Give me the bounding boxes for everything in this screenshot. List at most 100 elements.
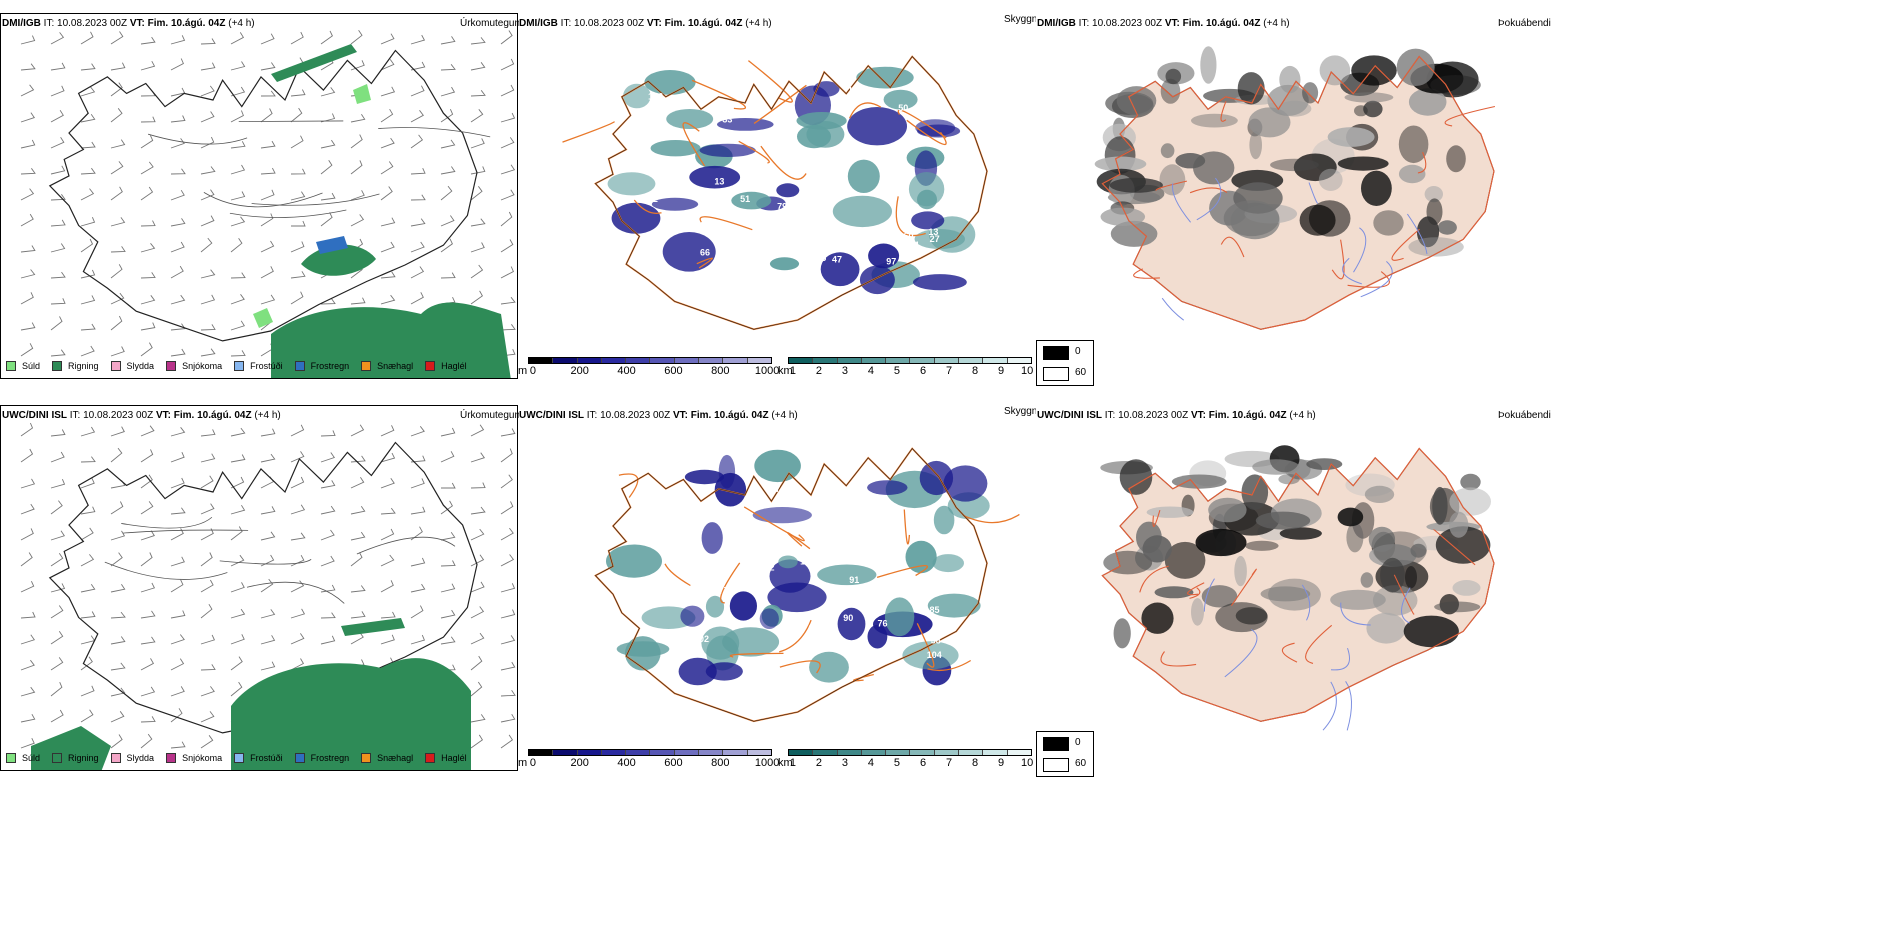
wind-barb: [110, 264, 123, 279]
road: [664, 563, 691, 587]
wind-barb: [200, 711, 215, 723]
wind-barb: [170, 579, 184, 593]
wind-barb: [200, 215, 215, 227]
wind-barb: [440, 451, 455, 463]
wind-barb: [350, 611, 366, 619]
wind-barb: [290, 580, 305, 593]
wind-barb: [140, 449, 154, 463]
fog-swatch-dark: [1043, 346, 1069, 360]
wind-barb: [290, 89, 306, 97]
wind-barb: [470, 424, 485, 437]
wind-barb: [110, 687, 126, 697]
road: [1305, 624, 1333, 664]
wind-barb: [50, 657, 64, 671]
fog-index-patch: [1191, 598, 1204, 626]
visibility-label: 112: [760, 563, 775, 573]
fog-index-patch: [1435, 526, 1491, 564]
low-cloud-patch: [943, 465, 988, 502]
legend-swatch: [52, 361, 63, 371]
wind-barb: [290, 135, 304, 149]
wind-barb: [200, 294, 216, 305]
wind-barb: [80, 583, 96, 593]
fog-index-patch: [1398, 125, 1429, 164]
fog-index-patch: [1119, 459, 1153, 495]
legend-label: Frostregn: [310, 753, 350, 763]
legend-label: Haglél: [441, 753, 467, 763]
wind-barb: [260, 294, 276, 305]
wind-barb: [500, 296, 516, 305]
wind-barb: [170, 427, 186, 437]
precip-panel-row2: [0, 405, 518, 771]
wind-barb: [410, 168, 426, 175]
wind-barb: [50, 500, 63, 515]
wind-barb: [80, 685, 95, 697]
wind-barb: [350, 160, 363, 175]
cloud-scale-row1: 1 2 3 4 5 6 7 8 9 10 km: [778, 357, 1033, 378]
wind-barb: [500, 713, 516, 723]
legend-swatch: [361, 361, 372, 371]
height-scale-row1: 0 200 400 600 800 1000 m: [518, 357, 779, 378]
scale-tick: 8: [972, 757, 979, 769]
wind-barb: [350, 297, 366, 305]
wind-barb: [350, 190, 365, 201]
road: [760, 145, 807, 180]
fog-index-patch: [1460, 473, 1481, 491]
wind-barb: [200, 579, 214, 593]
fog-index-patch: [1270, 158, 1319, 172]
wind-barb: [290, 554, 305, 567]
scale-tick: 5: [893, 757, 901, 769]
wind-barb: [170, 294, 186, 305]
low-cloud-patch: [911, 211, 945, 230]
legend-swatch: [361, 753, 372, 763]
road: [779, 619, 812, 653]
road: [1391, 228, 1420, 261]
legend-item-rigning: Rigning: [52, 753, 99, 763]
wind-barb: [110, 583, 126, 593]
wind-barb: [80, 554, 95, 567]
wind-barb: [50, 298, 66, 305]
wind-barb: [50, 605, 64, 619]
road: [1152, 509, 1161, 527]
visibility-label: 97: [741, 209, 751, 219]
scale-tick: 7: [945, 365, 953, 377]
cloud-panel-row2: 62 76 113 91 116 58 101 85 90 65 98 98 81 92 112 77 90 48…: [519, 405, 1034, 771]
low-cloud-patch: [919, 460, 954, 496]
fog-index-patch: [1372, 585, 1418, 616]
wind-barb: [170, 58, 184, 71]
visibility-label: 90: [843, 613, 853, 623]
scale-tick: 5: [893, 365, 901, 377]
wind-barb: [140, 501, 154, 515]
wind-barb: [230, 554, 245, 567]
wind-barb: [380, 108, 394, 123]
visibility-label: 98: [711, 107, 721, 117]
wind-barb: [470, 290, 483, 305]
wind-barb: [380, 452, 396, 463]
fog-index-patch: [1278, 100, 1312, 117]
low-cloud-patch: [680, 605, 705, 627]
scale-tick: 800: [711, 757, 730, 769]
fog-index-patch: [1405, 566, 1417, 589]
wind-barb: [80, 141, 96, 149]
wind-barb: [50, 349, 66, 357]
wind-barb: [110, 62, 126, 71]
wind-barb: [50, 194, 66, 201]
wind-barb: [470, 166, 486, 175]
wind-barb: [170, 658, 185, 671]
wind-barb: [140, 161, 154, 175]
visibility-label: 52: [892, 552, 902, 562]
contour: [122, 529, 249, 534]
wind-barb: [260, 661, 276, 671]
fog-index-patch: [1255, 511, 1311, 530]
river: [1360, 261, 1393, 298]
fog-index-patch: [1302, 82, 1319, 104]
scale-tick: 7: [945, 757, 953, 769]
legend-swatch: [52, 753, 63, 763]
wind-barb: [110, 711, 125, 723]
wind-barb: [290, 191, 306, 201]
wind-barb: [260, 62, 276, 71]
wind-barb: [500, 211, 513, 227]
visibility-label: 82: [864, 474, 874, 484]
legend-label: Súld: [22, 753, 41, 763]
wind-barb: [140, 116, 156, 123]
legend-swatch: [166, 361, 177, 371]
